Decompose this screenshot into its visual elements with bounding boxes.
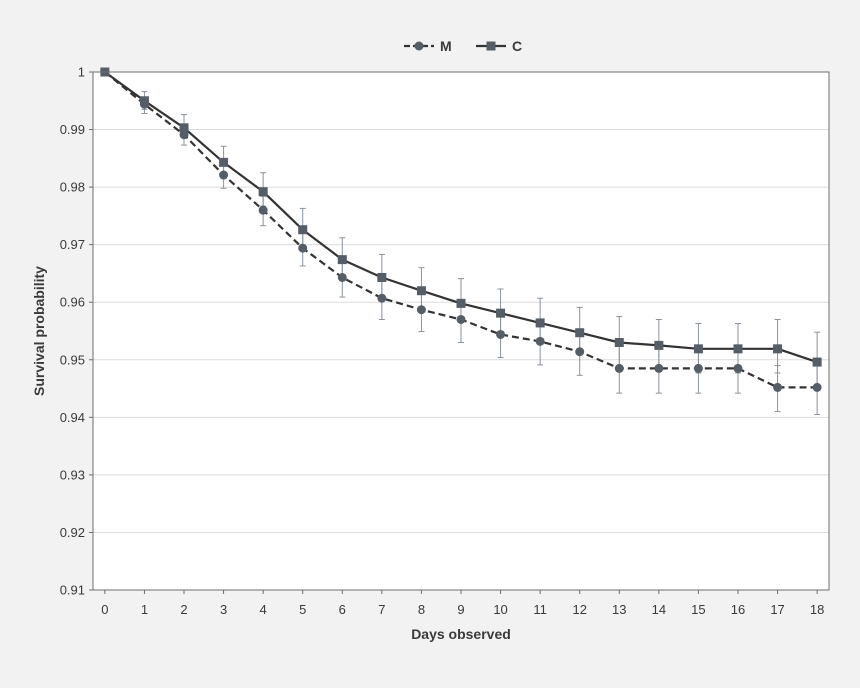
y-tick-label: 0.98: [60, 180, 85, 195]
marker-m: [377, 293, 387, 303]
data-markers: [100, 67, 822, 392]
marker-c: [258, 187, 268, 197]
marker-c: [654, 340, 664, 350]
marker-m: [219, 170, 229, 180]
x-tick-label: 13: [612, 602, 626, 617]
marker-c: [139, 96, 149, 106]
x-tick-label: 3: [220, 602, 227, 617]
marker-c: [179, 123, 189, 133]
marker-m: [693, 363, 703, 373]
y-tick-label: 0.94: [60, 410, 85, 425]
y-tick-label: 0.96: [60, 295, 85, 310]
marker-c: [337, 255, 347, 265]
marker-m: [733, 363, 743, 373]
x-tick-label: 18: [810, 602, 824, 617]
marker-c: [219, 157, 229, 167]
marker-c: [614, 338, 624, 348]
marker-m: [535, 336, 545, 346]
x-tick-label: 2: [180, 602, 187, 617]
marker-c: [812, 357, 822, 367]
y-tick-label: 0.93: [60, 467, 85, 482]
x-tick-label: 6: [339, 602, 346, 617]
x-axis-title: Days observed: [411, 626, 511, 642]
y-tick-label: 0.91: [60, 583, 85, 598]
marker-m: [456, 314, 466, 324]
x-axis: 0 1 2 3 4 5 6 7 8 9 10 11 12 13 14 15 16 17 18: [101, 590, 824, 617]
x-tick-label: 11: [533, 602, 547, 617]
x-tick-label: 7: [378, 602, 385, 617]
y-tick-label: 0.99: [60, 122, 85, 137]
x-tick-label: 16: [731, 602, 745, 617]
x-tick-label: 1: [141, 602, 148, 617]
legend-label: C: [512, 38, 522, 54]
y-tick-label: 0.97: [60, 237, 85, 252]
marker-c: [298, 225, 308, 235]
marker-m: [179, 130, 189, 140]
marker-c: [575, 328, 585, 338]
marker-c: [535, 318, 545, 328]
marker-m: [654, 363, 664, 373]
marker-c: [456, 298, 466, 308]
marker-c: [773, 344, 783, 354]
marker-m: [298, 243, 308, 253]
marker-c: [377, 272, 387, 282]
x-tick-label: 15: [691, 602, 705, 617]
y-axis-title: Survival probability: [31, 266, 47, 396]
y-axis: 1 0.99 0.98 0.97 0.96 0.95 0.94 0.93 0.92 0.91: [60, 65, 93, 598]
marker-m: [496, 329, 506, 339]
marker-m: [773, 382, 783, 392]
legend-marker-icon: [486, 41, 496, 51]
legend-item-c: C: [476, 38, 522, 54]
marker-m: [337, 272, 347, 282]
y-tick-label: 1: [78, 65, 85, 80]
marker-m: [575, 347, 585, 357]
x-tick-label: 10: [493, 602, 507, 617]
x-tick-label: 5: [299, 602, 306, 617]
marker-m: [812, 382, 822, 392]
legend-marker-icon: [414, 41, 424, 51]
marker-c: [693, 344, 703, 354]
y-tick-label: 0.92: [60, 525, 85, 540]
legend-item-m: M: [404, 38, 452, 54]
x-tick-label: 17: [770, 602, 784, 617]
marker-c: [416, 286, 426, 296]
x-tick-label: 14: [652, 602, 666, 617]
x-tick-label: 0: [101, 602, 108, 617]
x-tick-label: 8: [418, 602, 425, 617]
marker-m: [614, 363, 624, 373]
x-tick-label: 12: [572, 602, 586, 617]
legend-label: M: [440, 38, 452, 54]
marker-m: [416, 305, 426, 315]
marker-c: [733, 344, 743, 354]
marker-m: [258, 205, 268, 215]
x-tick-label: 4: [260, 602, 267, 617]
x-tick-label: 9: [457, 602, 464, 617]
marker-c: [496, 308, 506, 318]
y-tick-label: 0.95: [60, 352, 85, 367]
